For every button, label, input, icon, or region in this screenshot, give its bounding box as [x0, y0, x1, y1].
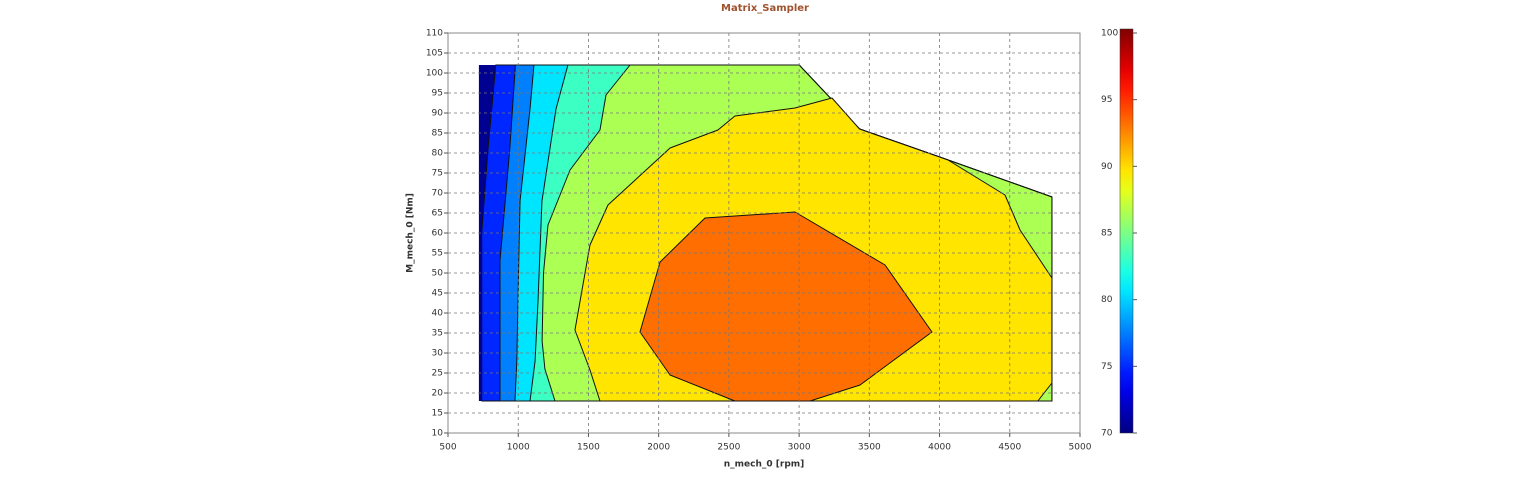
- x-tick-label: 2000: [647, 443, 670, 453]
- y-tick-label: 40: [432, 309, 444, 319]
- colorbar-tick-label: 85: [1101, 229, 1112, 239]
- y-tick-label: 20: [432, 389, 444, 399]
- y-tick-label: 45: [432, 289, 443, 299]
- y-tick-label: 25: [432, 369, 443, 379]
- y-tick-label: 60: [432, 229, 444, 239]
- colorbar-tick-label: 100: [1101, 29, 1118, 39]
- y-tick-label: 95: [432, 89, 443, 99]
- colorbar: [1119, 28, 1134, 434]
- y-tick-label: 10: [432, 429, 444, 439]
- y-tick-label: 105: [426, 49, 443, 59]
- y-tick-label: 70: [432, 189, 444, 199]
- y-tick-label: 30: [432, 349, 444, 359]
- y-tick-label: 80: [432, 149, 444, 159]
- y-tick-label: 15: [432, 409, 443, 419]
- x-tick-label: 3500: [858, 443, 881, 453]
- x-tick-label: 1500: [577, 443, 600, 453]
- y-tick-label: 85: [432, 129, 443, 139]
- chart-title: Matrix_Sampler: [721, 3, 809, 14]
- x-tick-label: 5000: [1069, 443, 1092, 453]
- grid: [447, 32, 1081, 434]
- x-tick-label: 2500: [717, 443, 740, 453]
- colorbar-tick-label: 75: [1101, 362, 1112, 372]
- x-tick-label: 500: [439, 443, 456, 453]
- colorbar-tick-label: 70: [1101, 429, 1113, 439]
- colorbar-tick-label: 90: [1101, 162, 1113, 172]
- x-tick-label: 3000: [788, 443, 811, 453]
- contour-regions: [478, 64, 1053, 402]
- y-axis-label: M_mech_0 [Nm]: [406, 193, 416, 273]
- y-tick-label: 55: [432, 249, 443, 259]
- y-tick-label: 35: [432, 329, 443, 339]
- y-tick-label: 110: [426, 29, 443, 39]
- x-axis-label: n_mech_0 [rpm]: [724, 460, 805, 470]
- colorbar-tick-label: 80: [1101, 295, 1113, 305]
- y-tick-label: 90: [432, 109, 444, 119]
- x-tick-label: 4000: [928, 443, 951, 453]
- y-tick-label: 100: [426, 69, 443, 79]
- y-tick-label: 65: [432, 209, 443, 219]
- colorbar-tick-label: 95: [1101, 95, 1112, 105]
- y-tick-label: 50: [432, 269, 444, 279]
- x-tick-label: 1000: [507, 443, 530, 453]
- x-tick-label: 4500: [998, 443, 1021, 453]
- y-tick-label: 75: [432, 169, 443, 179]
